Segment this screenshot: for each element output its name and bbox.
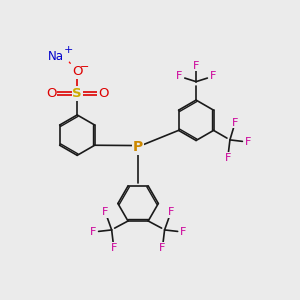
Text: F: F bbox=[244, 137, 251, 147]
Text: P: P bbox=[133, 140, 143, 154]
Text: F: F bbox=[176, 71, 183, 81]
Text: F: F bbox=[232, 118, 239, 128]
Text: F: F bbox=[209, 71, 216, 81]
Text: S: S bbox=[72, 87, 82, 100]
Text: −: − bbox=[80, 62, 89, 72]
Text: F: F bbox=[168, 207, 174, 217]
Text: F: F bbox=[225, 153, 231, 163]
Text: O: O bbox=[98, 87, 109, 100]
Text: Na: Na bbox=[48, 50, 64, 63]
Text: +: + bbox=[64, 45, 74, 55]
Text: F: F bbox=[90, 227, 96, 237]
Text: F: F bbox=[180, 227, 186, 237]
Text: O: O bbox=[72, 65, 83, 78]
Text: F: F bbox=[111, 243, 117, 253]
Text: F: F bbox=[193, 61, 199, 70]
Text: O: O bbox=[46, 87, 56, 100]
Text: F: F bbox=[102, 207, 108, 217]
Text: F: F bbox=[159, 243, 166, 253]
